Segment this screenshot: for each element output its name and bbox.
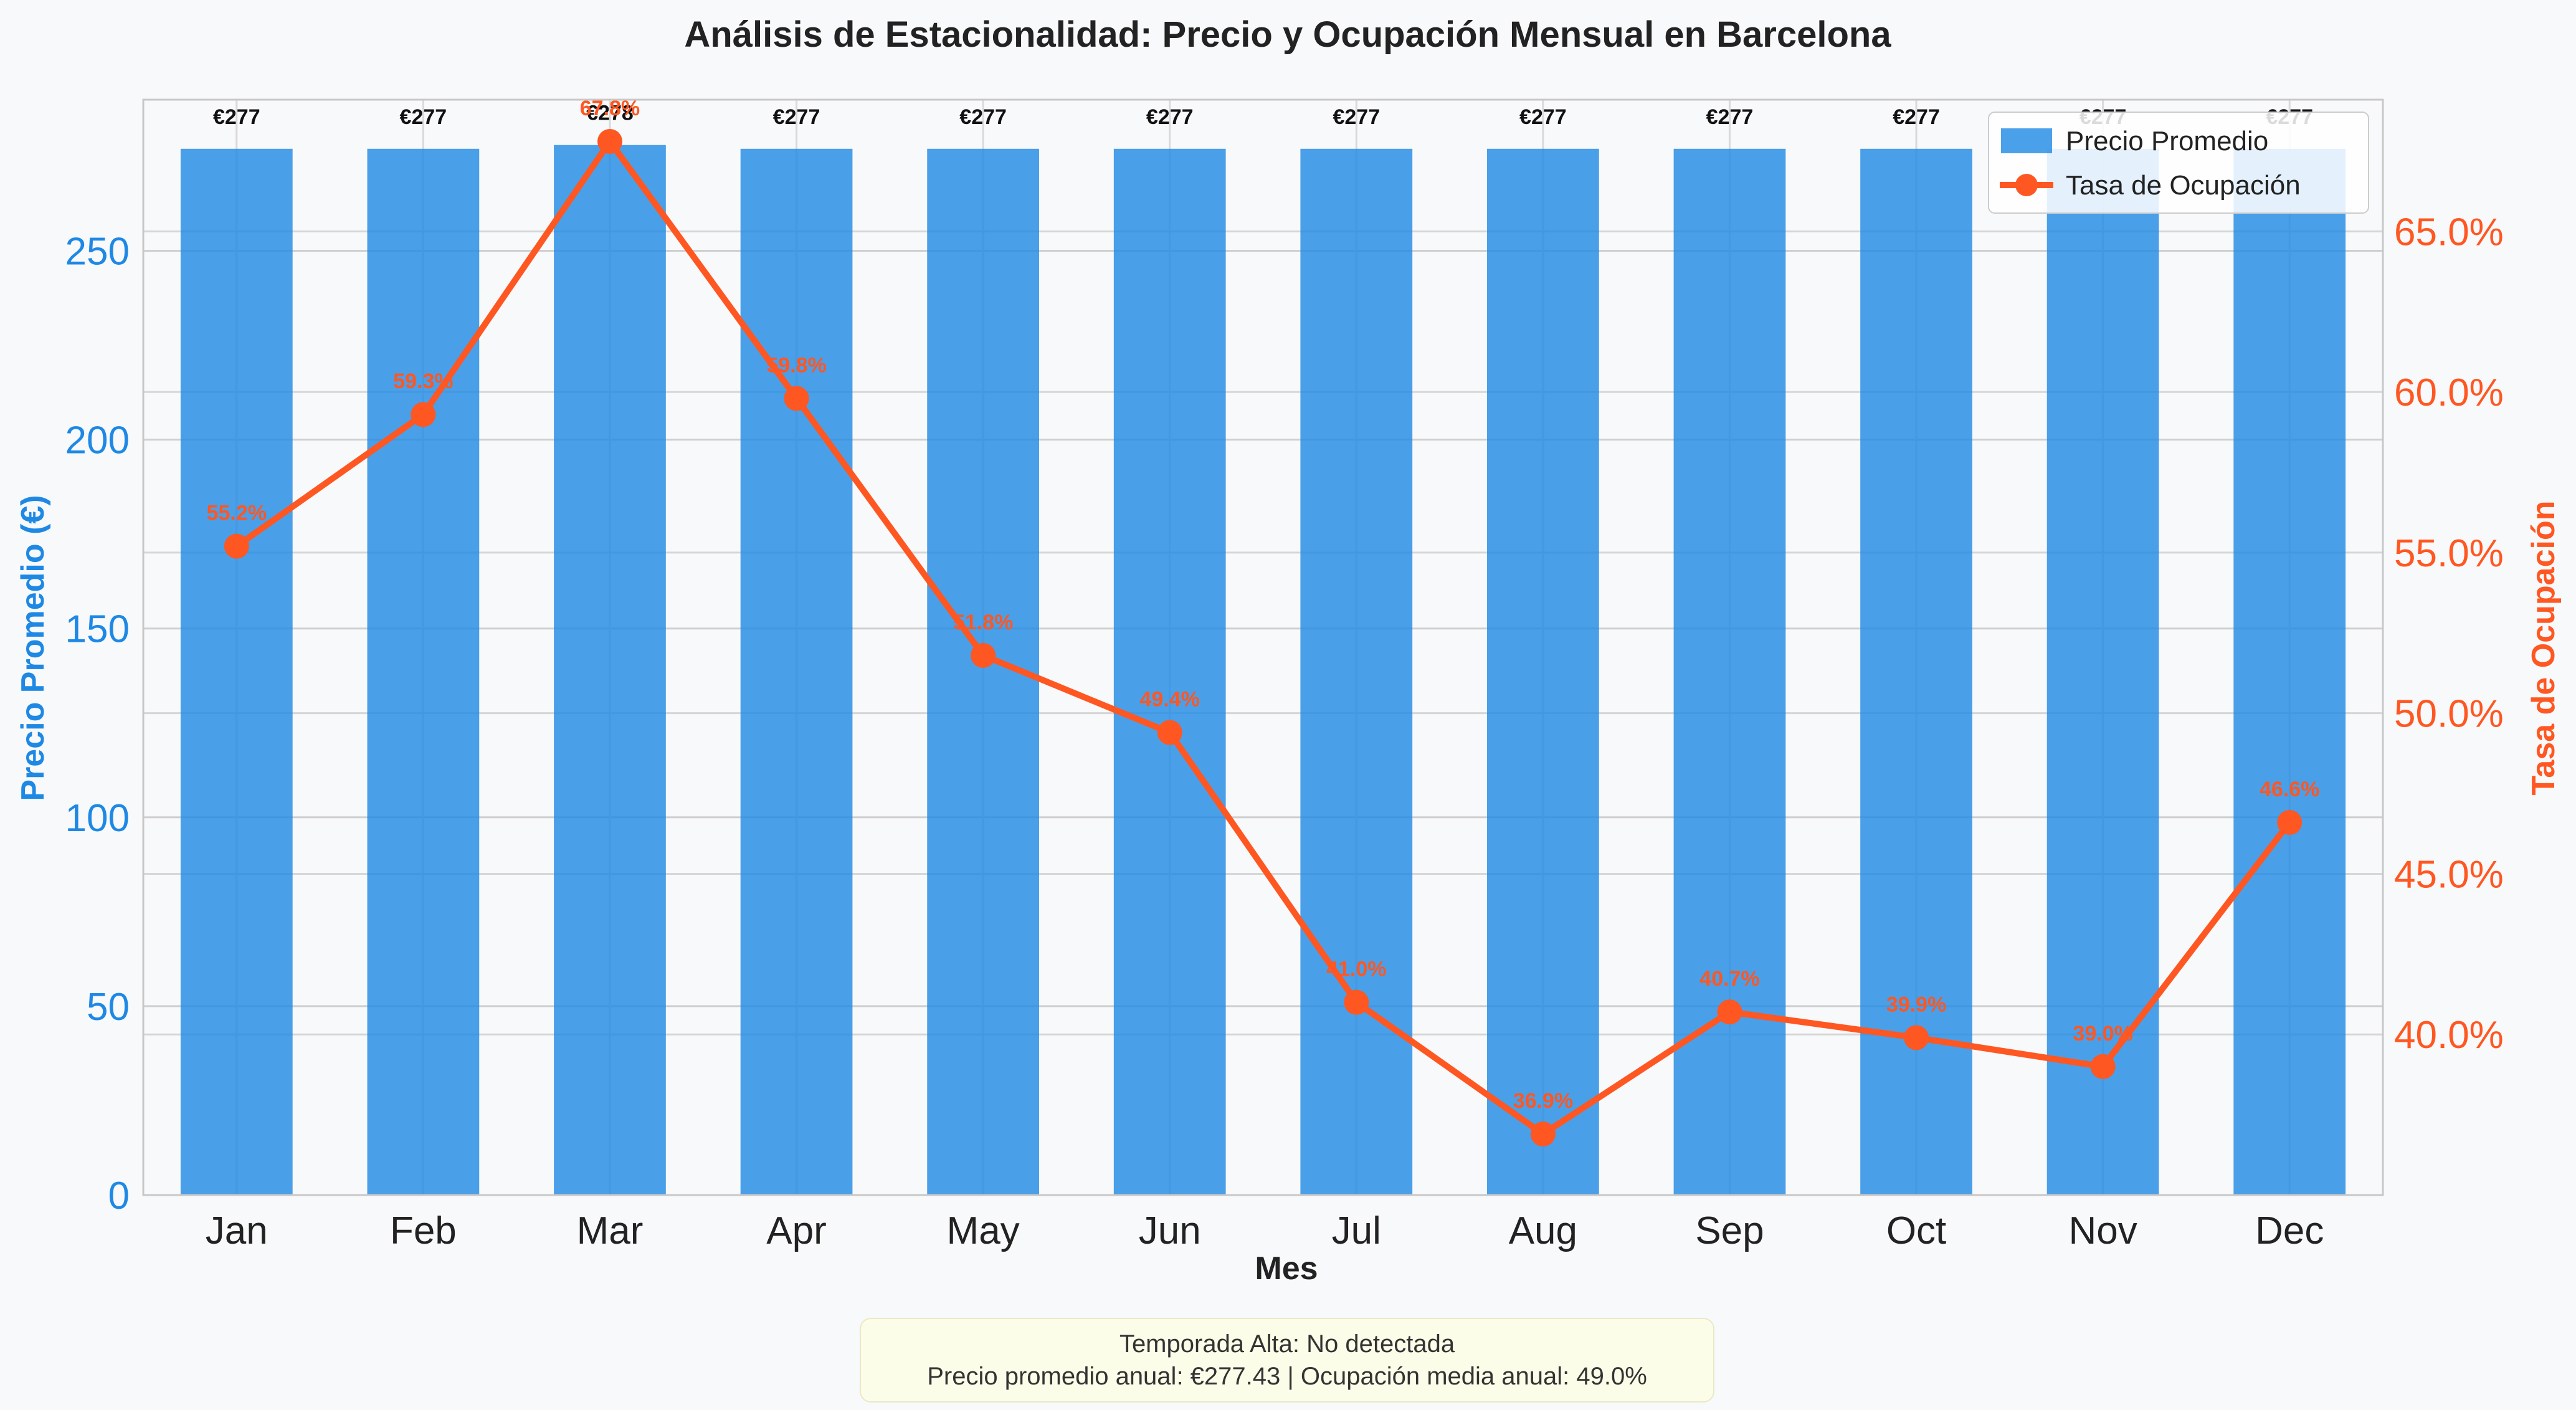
chart-title: Análisis de Estacionalidad: Precio y Ocu…	[684, 14, 1891, 55]
x-tick-label: Dec	[2255, 1209, 2324, 1252]
y-ticks-left: 0 50 100 150 200 250	[65, 230, 130, 1217]
x-tick-label: May	[947, 1209, 1020, 1252]
bar-value-label: €277	[1706, 105, 1754, 129]
occupancy-point-nov	[2090, 1054, 2116, 1079]
occupancy-value-label: 49.4%	[1140, 688, 1200, 712]
y-tick-right-label: 55.0%	[2394, 532, 2504, 575]
y-tick-right-label: 50.0%	[2394, 693, 2504, 736]
y-tick-left-label: 100	[65, 797, 130, 840]
occupancy-point-jan	[224, 533, 249, 559]
y-tick-right-label: 60.0%	[2394, 371, 2504, 414]
plot-frame	[142, 98, 2384, 1196]
y-tick-left-label: 0	[108, 1174, 130, 1217]
occupancy-point-jun	[1157, 720, 1182, 745]
y-tick-left-label: 250	[65, 230, 130, 273]
bar-value-label: €277	[1893, 105, 1940, 129]
y-tick-right-label: 40.0%	[2394, 1014, 2504, 1057]
bar-value-label: €277	[959, 105, 1007, 129]
x-tick-label: Sep	[1695, 1209, 1764, 1252]
y-tick-left-label: 50	[87, 986, 130, 1029]
occupancy-value-label: 51.8%	[953, 611, 1013, 634]
occupancy-value-label: 39.0%	[2073, 1022, 2132, 1046]
bar-value-label: €277	[1519, 105, 1567, 129]
occupancy-value-label: 36.9%	[1513, 1089, 1573, 1113]
y-tick-left-label: 200	[65, 419, 130, 462]
x-tick-label: Nov	[2068, 1209, 2137, 1252]
occupancy-value-label: 46.6%	[2260, 778, 2319, 801]
y-axis-label-left: Precio Promedio (€)	[15, 495, 51, 801]
occupancy-point-oct	[1904, 1025, 1929, 1050]
x-tick-label: Feb	[390, 1209, 457, 1252]
x-tick-label: Mar	[577, 1209, 644, 1252]
bar-oct	[1860, 148, 1972, 1196]
bar-apr	[740, 148, 853, 1196]
point-labels: 55.2%59.3%67.8%59.8%51.8%49.4%41.0%36.9%…	[207, 97, 2320, 1113]
legend-swatch-marker	[2015, 174, 2038, 196]
x-tick-label: Oct	[1886, 1209, 1946, 1252]
occupancy-point-may	[971, 642, 996, 668]
bar-value-label: €277	[213, 105, 260, 129]
grid-right	[143, 230, 2383, 1036]
y-tick-right-label: 65.0%	[2394, 211, 2504, 254]
x-tick-label: Apr	[766, 1209, 826, 1252]
legend-label-price: Precio Promedio	[2066, 126, 2268, 156]
occupancy-point-aug	[1530, 1122, 1556, 1147]
x-tick-label: Jun	[1139, 1209, 1201, 1252]
bar-value-label: €277	[400, 105, 447, 129]
bar-mar	[554, 145, 666, 1195]
x-tick-label: Aug	[1509, 1209, 1577, 1252]
occupancy-point-mar	[597, 129, 622, 155]
occupancy-point-feb	[411, 402, 436, 427]
occupancy-point-dec	[2277, 809, 2303, 835]
x-ticks: Jan Feb Mar Apr May Jun Jul Aug Sep Oct Nov Dec	[206, 1209, 2324, 1252]
bar-jun	[1113, 148, 1226, 1196]
occupancy-point-sep	[1717, 999, 1742, 1025]
occupancy-value-label: 39.9%	[1886, 993, 1946, 1016]
legend-box	[1988, 112, 2369, 214]
occupancy-point-jul	[1344, 989, 1369, 1015]
legend-label-occupancy: Tasa de Ocupación	[2066, 170, 2301, 201]
occupancy-value-label: 41.0%	[1326, 958, 1386, 981]
occupancy-point-apr	[784, 386, 809, 411]
y-tick-right-label: 45.0%	[2394, 853, 2504, 896]
summary-box: Temporada Alta: No detectada Precio prom…	[860, 1318, 1714, 1403]
occupancy-line	[234, 138, 2293, 1138]
occupancy-value-label: 59.3%	[393, 369, 453, 393]
x-tick-label: Jul	[1332, 1209, 1381, 1252]
bar-jul	[1300, 148, 1413, 1196]
x-tick-label: Jan	[206, 1209, 268, 1252]
occupancy-line-layer	[224, 129, 2303, 1147]
occupancy-value-label: 40.7%	[1699, 967, 1759, 991]
occupancy-value-label: 55.2%	[207, 502, 267, 525]
legend: Precio Promedio Tasa de Ocupación	[1988, 112, 2369, 214]
y-axis-label-right: Tasa de Ocupación	[2526, 501, 2562, 796]
bar-feb	[367, 148, 480, 1196]
y-tick-left-label: 150	[65, 608, 130, 651]
bar-value-label: €277	[1146, 105, 1194, 129]
y-ticks-right: 40.0% 45.0% 50.0% 55.0% 60.0% 65.0%	[2394, 211, 2504, 1057]
summary-line-1: Temporada Alta: No detectada	[1119, 1330, 1455, 1358]
bar-value-label: €277	[773, 105, 820, 129]
bar-value-label: €278	[586, 102, 634, 125]
occupancy-value-label: 59.8%	[766, 353, 826, 377]
bar-dec	[2233, 148, 2346, 1196]
bar-aug	[1487, 148, 1599, 1196]
bars	[180, 145, 2346, 1196]
bar-jan	[180, 148, 293, 1196]
legend-swatch-bar	[2001, 128, 2052, 153]
summary-line-2: Precio promedio anual: €277.43 | Ocupaci…	[927, 1363, 1647, 1390]
x-axis-label: Mes	[1255, 1250, 1318, 1287]
bar-value-label: €277	[1333, 105, 1380, 129]
